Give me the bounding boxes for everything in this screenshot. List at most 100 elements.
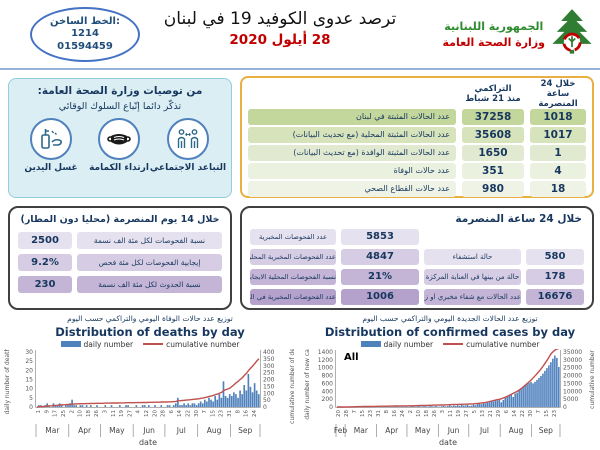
svg-text:8: 8: [235, 410, 241, 414]
svg-text:date: date: [139, 438, 157, 447]
recommendations-box: من توصيات وزارة الصحة العامة: تذكّر دائم…: [8, 78, 232, 198]
title-block: ترصد عدوى الكوفيد 19 في لبنان 28 أيلول 2…: [150, 9, 410, 48]
svg-text:6: 6: [504, 410, 510, 414]
stat-label: عدد الفحوصات المخبرية المحلية: [250, 249, 336, 265]
svg-text:23: 23: [368, 410, 374, 417]
recommendations-icons: غسل اليدين ارتداء الكمامة: [17, 118, 227, 173]
svg-text:22: 22: [520, 410, 526, 417]
svg-text:Jun: Jun: [142, 426, 155, 435]
svg-text:1400: 1400: [318, 349, 333, 356]
table-header-row: التراكمي منذ 21 شباط خلال 24 ساعة المنصرمة: [248, 78, 586, 110]
svg-text:31: 31: [376, 410, 382, 417]
stat-value: 4847: [341, 249, 419, 265]
svg-text:May: May: [415, 426, 431, 435]
row-label: عدد الحالات المثبتة الوافدة (مع تحديث ال…: [248, 145, 456, 161]
deaths-chart-canvas: 0 5 10 15 20 25 30 0 50 100 150 200 250 300 350 400 dail…: [2, 335, 298, 450]
svg-text:Jul: Jul: [176, 426, 186, 435]
svg-text:Feb: Feb: [334, 426, 348, 435]
cumulative-value: 37258: [462, 109, 524, 125]
svg-text:26: 26: [94, 410, 100, 417]
svg-text:Jun: Jun: [447, 426, 460, 435]
svg-text:16: 16: [244, 410, 250, 417]
stat-value: 5853: [341, 229, 419, 245]
svg-text:100: 100: [263, 390, 275, 397]
svg-text:1200: 1200: [318, 357, 333, 364]
cedar-tree-icon: [550, 8, 594, 62]
fortnight-stats-box: خلال 14 يوم المنصرمة (محليا دون المطار) …: [8, 206, 232, 310]
svg-text:Aug: Aug: [509, 426, 524, 435]
social-distancing-label: التباعد الاجتماعي: [149, 163, 227, 173]
svg-text:15: 15: [360, 410, 366, 417]
svg-text:20: 20: [336, 410, 342, 417]
stat-value: 580: [526, 249, 584, 265]
stat-row: عدد الفحوصات المخبرية 5853: [250, 229, 584, 245]
stat-row: عدد الفحوصات المخبرية في المطار 1006 عدد…: [250, 289, 584, 305]
svg-text:15: 15: [25, 377, 33, 384]
svg-text:2: 2: [69, 410, 75, 414]
svg-text:12: 12: [144, 410, 150, 417]
stat-row: 2500 نسبة الفحوصات لكل مئة الف نسمة: [18, 232, 222, 249]
face-mask-icon: [98, 118, 140, 160]
stat-label: نسبة الفحوصات المحلية الايجابية: [250, 269, 336, 285]
recommendations-subtitle: تذكّر دائما إتّباع السلوك الوقائي: [58, 101, 182, 112]
stat-row: عدد الفحوصات المخبرية المحلية 4847 حالة …: [250, 249, 584, 265]
svg-text:29: 29: [496, 410, 502, 417]
svg-text:5: 5: [472, 410, 478, 414]
column-header-24h: خلال 24 ساعة المنصرمة: [538, 78, 578, 110]
svg-text:150: 150: [263, 383, 275, 390]
svg-text:30000: 30000: [563, 357, 582, 364]
svg-text:0: 0: [329, 404, 333, 411]
cumulative-number-swatch: [443, 343, 464, 345]
svg-text:20000: 20000: [563, 373, 582, 380]
row-label: عدد الحالات المثبتة في لبنان: [248, 109, 456, 125]
table-row: عدد الحالات المثبتة في لبنان 37258 1018: [248, 109, 586, 125]
svg-text:30: 30: [25, 349, 33, 356]
stat-value: 2500: [18, 232, 72, 249]
svg-text:18: 18: [86, 410, 92, 417]
svg-text:10: 10: [25, 386, 33, 393]
svg-text:27: 27: [464, 410, 470, 417]
hand-washing-label: غسل اليدين: [24, 163, 78, 173]
row-label: عدد حالات القطاع الصحي: [248, 181, 456, 197]
svg-text:30: 30: [194, 410, 200, 417]
svg-text:25000: 25000: [563, 365, 582, 372]
svg-text:27: 27: [127, 410, 133, 417]
hand-washing-icon: [30, 118, 72, 160]
svg-text:14: 14: [512, 410, 518, 417]
svg-text:3: 3: [103, 410, 109, 414]
svg-text:15000: 15000: [563, 380, 582, 387]
svg-text:25: 25: [25, 358, 33, 365]
svg-text:31: 31: [227, 410, 233, 417]
cumulative-value: 980: [462, 181, 524, 197]
svg-text:350: 350: [263, 356, 275, 363]
cases-summary-table: التراكمي منذ 21 شباط خلال 24 ساعة المنصرمة…: [240, 76, 594, 198]
social-distancing-icon: [167, 118, 209, 160]
stat-label: عدد الفحوصات المخبرية: [250, 229, 336, 245]
stat-label: إيجابية الفحوصات لكل مئة فحص: [77, 254, 222, 271]
svg-text:Sep: Sep: [539, 426, 553, 435]
svg-text:date: date: [439, 438, 457, 447]
ministry-name: الجمهورية اللبنانية وزارة الصحة العامة: [443, 19, 546, 52]
svg-text:14: 14: [177, 410, 183, 417]
svg-text:1: 1: [36, 410, 42, 414]
svg-text:15: 15: [544, 410, 550, 417]
svg-text:20: 20: [152, 410, 158, 417]
svg-text:22: 22: [186, 410, 192, 417]
confirmed-cases-chart: توزيع عدد الحالات الجديدة اليومي والتراك…: [302, 314, 598, 448]
cases-chart-title-ar: توزيع عدد الحالات الجديدة اليومي والتراك…: [362, 314, 538, 323]
svg-text:17: 17: [53, 410, 59, 417]
ministry-logo-block: الجمهورية اللبنانية وزارة الصحة العامة: [443, 8, 595, 62]
svg-text:13: 13: [480, 410, 486, 417]
svg-text:1000: 1000: [318, 365, 333, 372]
cases-chart-title-en: Distribution of confirmed cases by day: [324, 325, 576, 339]
hotline-label: الخط الساخن:: [50, 15, 120, 27]
svg-text:3: 3: [440, 410, 446, 414]
row-label: عدد حالات الوفاة: [248, 163, 456, 179]
svg-text:Apr: Apr: [78, 426, 92, 435]
stat-row: 9.2% إيجابية الفحوصات لكل مئة فحص: [18, 254, 222, 271]
fortnight-title: خلال 14 يوم المنصرمة (محليا دون المطار): [20, 214, 220, 225]
svg-text:0: 0: [563, 404, 567, 411]
svg-text:24: 24: [400, 410, 406, 417]
cumulative-number-swatch: [143, 343, 164, 345]
svg-text:Apr: Apr: [385, 426, 399, 435]
